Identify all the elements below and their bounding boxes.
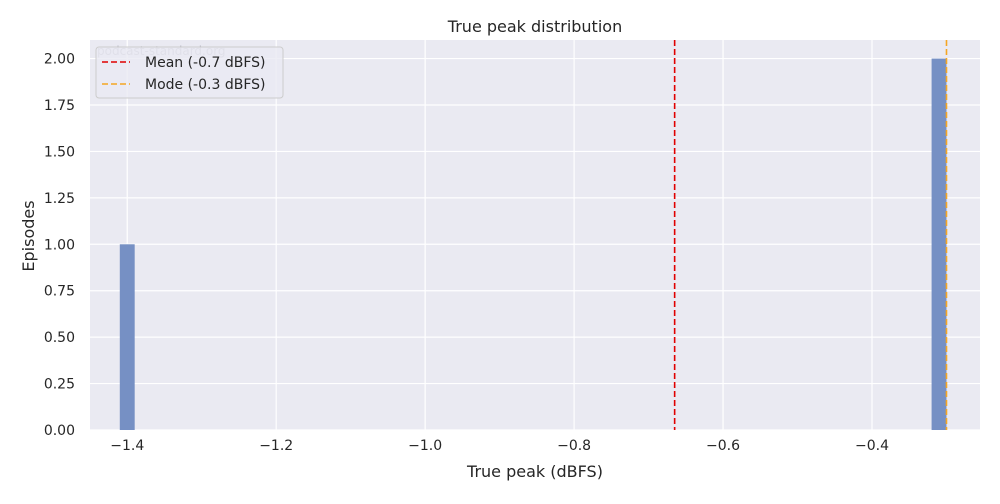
x-axis-label: True peak (dBFS) (466, 462, 603, 481)
legend: Mean (-0.7 dBFS) Mode (-0.3 dBFS) (95, 46, 284, 99)
x-tick-label: −0.6 (706, 438, 740, 454)
bars-layer (119, 58, 947, 430)
x-tick-label: −0.4 (855, 438, 889, 454)
legend-box (95, 46, 284, 99)
histogram-bar (931, 58, 947, 430)
x-tick-label: −1.0 (408, 438, 442, 454)
histogram-bar (119, 244, 135, 430)
legend-label-mode: Mode (-0.3 dBFS) (145, 77, 265, 93)
y-tick-label: 2.00 (44, 52, 75, 68)
reference-lines-layer (673, 40, 948, 430)
x-tick-label: −1.2 (259, 438, 293, 454)
y-tick-label: 1.25 (44, 191, 75, 207)
x-tick-labels: −1.4 −1.2 −1.0 −0.8 −0.6 −0.4 (110, 438, 889, 454)
y-axis-label: Episodes (19, 200, 38, 271)
y-tick-label: 1.00 (44, 237, 75, 253)
y-tick-label: 0.75 (44, 284, 75, 300)
chart-title: True peak distribution (447, 17, 622, 36)
legend-label-mean: Mean (-0.7 dBFS) (145, 55, 265, 71)
grid-layer (90, 40, 980, 431)
y-tick-label: 0.00 (44, 423, 75, 439)
x-tick-label: −1.4 (110, 438, 144, 454)
y-tick-label: 1.50 (44, 144, 75, 160)
y-tick-label: 0.50 (44, 330, 75, 346)
y-tick-label: 0.25 (44, 377, 75, 393)
y-tick-label: 1.75 (44, 98, 75, 114)
y-tick-labels: 0.00 0.25 0.50 0.75 1.00 1.25 1.50 1.75 2.00 (44, 52, 75, 439)
x-tick-label: −0.8 (557, 438, 591, 454)
